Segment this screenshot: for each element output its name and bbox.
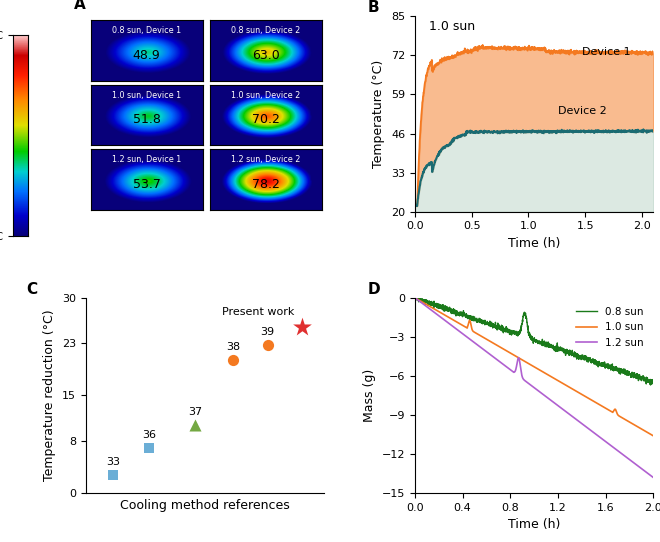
Point — [296, 322, 307, 331]
1.0 sun — [512, 353, 520, 359]
1.2 sun — [411, 294, 419, 301]
Line: 0.8 sun: 0.8 sun — [415, 297, 653, 385]
Text: 1.0 sun: 1.0 sun — [429, 20, 475, 33]
Text: 39: 39 — [261, 327, 275, 337]
1.0 sun — [521, 358, 529, 365]
0.8 sun — [512, 329, 520, 335]
Text: 37: 37 — [187, 407, 202, 417]
Text: D: D — [367, 282, 380, 297]
1.2 sun — [512, 365, 520, 371]
1.2 sun — [517, 368, 525, 375]
X-axis label: Time (h): Time (h) — [508, 519, 560, 532]
Point — [189, 421, 200, 429]
1.0 sun — [649, 433, 657, 439]
0.8 sun — [416, 294, 424, 300]
Line: 1.0 sun: 1.0 sun — [415, 298, 653, 436]
1.0 sun — [430, 305, 438, 312]
1.0 sun — [546, 373, 554, 379]
Text: B: B — [367, 1, 379, 15]
Point — [108, 470, 118, 479]
0.8 sun — [649, 380, 657, 386]
Text: Device 2: Device 2 — [558, 106, 607, 116]
0.8 sun — [411, 295, 419, 301]
Point — [262, 340, 273, 349]
Point — [228, 356, 239, 364]
Y-axis label: Temperature reduction (°C): Temperature reduction (°C) — [44, 309, 56, 481]
1.2 sun — [521, 378, 529, 384]
Legend: 0.8 sun, 1.0 sun, 1.2 sun: 0.8 sun, 1.0 sun, 1.2 sun — [572, 303, 648, 352]
1.2 sun — [546, 397, 554, 403]
X-axis label: Cooling method references: Cooling method references — [120, 499, 290, 512]
1.2 sun — [649, 474, 657, 481]
1.2 sun — [430, 308, 438, 315]
Y-axis label: Temperature (°C): Temperature (°C) — [372, 60, 385, 168]
1.0 sun — [517, 356, 525, 363]
Text: C: C — [26, 282, 38, 297]
Text: Device 1: Device 1 — [582, 47, 630, 57]
Text: 36: 36 — [143, 430, 156, 440]
Text: 38: 38 — [226, 342, 240, 352]
Point — [144, 443, 154, 452]
0.8 sun — [440, 302, 447, 308]
0.8 sun — [547, 341, 555, 347]
Text: 33: 33 — [106, 457, 120, 467]
0.8 sun — [517, 323, 525, 330]
X-axis label: Time (h): Time (h) — [508, 237, 560, 250]
Line: 1.2 sun: 1.2 sun — [415, 298, 653, 478]
Text: A: A — [74, 0, 86, 12]
1.0 sun — [439, 311, 447, 317]
1.2 sun — [439, 316, 447, 322]
0.8 sun — [647, 382, 655, 388]
Text: Present work: Present work — [222, 307, 295, 317]
0.8 sun — [521, 310, 529, 317]
0.8 sun — [430, 302, 438, 309]
1.0 sun — [411, 294, 419, 301]
Y-axis label: Mass (g): Mass (g) — [363, 369, 376, 422]
